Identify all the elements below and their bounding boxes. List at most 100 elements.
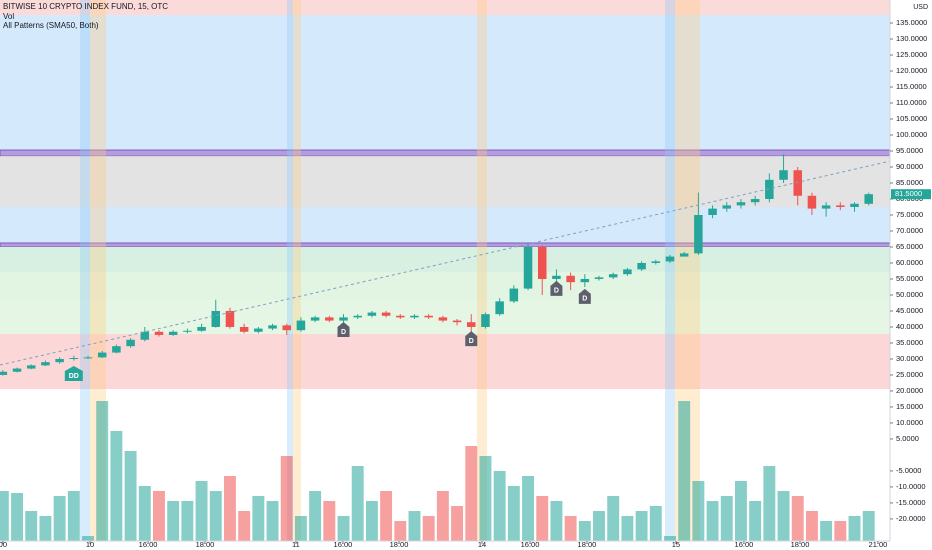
candle-body [239,326,249,332]
volume-bar [96,401,109,541]
volume-bar [280,456,293,541]
volume-bar [862,511,875,541]
volume-bar [294,516,307,541]
volume-bar [124,451,137,541]
y-tick-label: 70.0000 [896,226,923,235]
volume-bar [749,501,762,541]
volume-bar [607,496,620,541]
volume-bar [422,516,435,541]
volume-bar [167,501,180,541]
candle-body [367,312,377,316]
volume-bar [720,496,733,541]
y-tick-label: 65.0000 [896,242,923,251]
volume-bar [678,401,691,541]
volume-bar [238,511,251,541]
y-tick-label: -15.0000 [896,498,926,507]
candle-body [523,246,533,289]
candle-body [679,253,689,257]
last-price-badge [891,189,931,200]
candle-body [353,315,362,318]
candle-body [69,358,79,360]
pattern-marker-label: D [582,296,587,303]
candle-body [495,301,504,315]
y-tick-label: 100.0000 [896,130,927,139]
volume-bar [394,521,407,541]
y-tick-label: 85.0000 [896,178,923,187]
y-tick-label: 10.0000 [896,418,923,427]
x-tick-label: 10 [86,540,94,549]
candle-body [12,368,22,372]
chart-title: BITWISE 10 CRYPTO INDEX FUND, 15, OTC [3,2,168,11]
candle-body [211,310,221,327]
volume-bar [252,496,265,541]
volume-bar [791,496,804,541]
zone [0,15,890,151]
session-band [293,0,301,541]
volume-bar [593,511,605,541]
y-tick-label: 110.0000 [896,98,927,107]
volume-bar [323,501,336,541]
volume-bar [380,491,393,541]
pattern-marker [578,288,591,304]
candle-body [325,317,334,321]
y-tick-label: 105.0000 [896,114,927,123]
y-tick-label: 40.0000 [896,322,923,331]
y-tick-label: 50.0000 [896,290,923,299]
candle-body [282,325,291,331]
candle-body [140,331,150,340]
volume-bar [820,521,833,541]
y-tick-label: -10.0000 [896,482,926,491]
volume-bar [25,511,38,541]
y-tick-label: 115.0000 [896,82,927,91]
candle-body [779,170,788,180]
candle-body [481,314,490,327]
volume-bar [649,506,662,541]
volume-bar [53,496,66,541]
x-tick-label: 18:00 [196,540,215,549]
pattern-marker-label: D [554,288,559,295]
candle-body [736,202,746,206]
x-tick-label: 11 [292,540,300,549]
candle-body [864,194,873,204]
candle-body [197,326,206,331]
candle-body [410,315,419,318]
y-tick-label: 15.0000 [896,402,923,411]
zone [0,271,890,301]
volume-bar [763,466,776,541]
candle-body [537,246,547,279]
candle-body [694,214,703,254]
pattern-marker [550,280,563,296]
candle-body [580,278,590,283]
currency-label: USD [913,4,928,11]
pattern-marker [64,365,83,381]
candle-body [112,346,121,353]
volume-bar [266,501,279,541]
zone [0,334,890,390]
y-tick-label: 60.0000 [896,258,923,267]
volume-bar [479,456,492,541]
candle-body [850,203,859,207]
candle-body [594,277,604,279]
volume-bar [578,521,591,541]
volume-bar [0,491,9,541]
candle-body [26,365,36,369]
x-tick-label: 14 [478,540,486,549]
y-tick-label: -20.0000 [896,514,926,523]
pattern-marker-label: D [341,329,346,336]
y-tick-label: 20.0000 [896,386,923,395]
candle-body [665,256,675,262]
zone [0,206,890,243]
candle-body [55,358,64,363]
candle-body [154,331,164,335]
volume-bar [67,491,80,541]
y-tick-label: 30.0000 [896,354,923,363]
volume-bar [309,491,322,541]
volume-bar [209,491,222,541]
session-band [287,0,293,541]
candle-body [722,205,732,209]
volume-bar [805,511,818,541]
volume-bar [507,486,520,541]
volume-bar [564,516,577,541]
candle-body [452,320,462,323]
volume-bar [365,501,378,541]
